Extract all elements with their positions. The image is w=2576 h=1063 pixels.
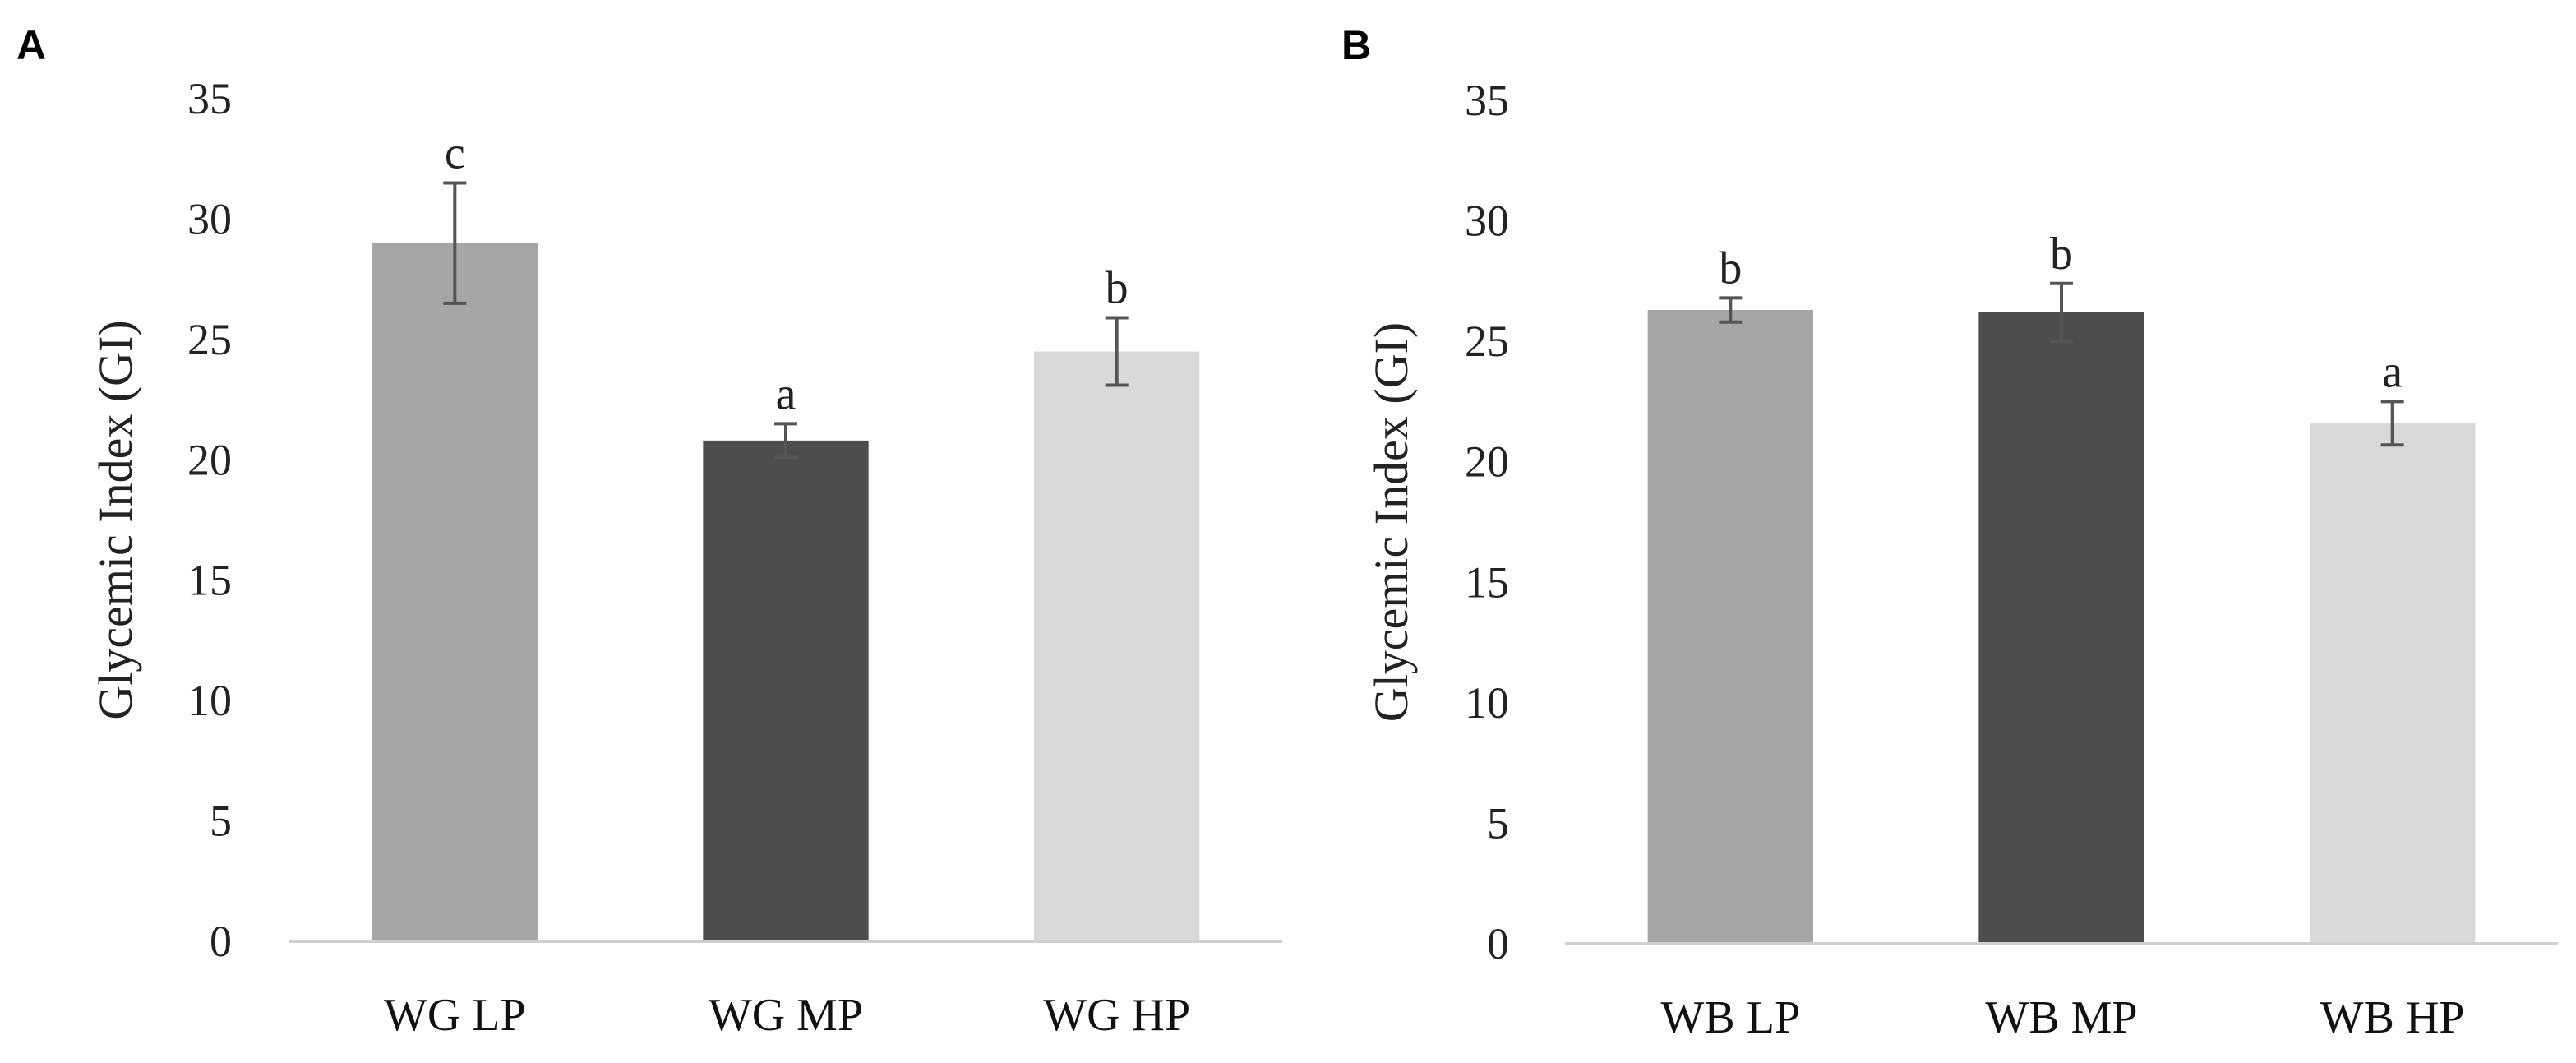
y-axis-title-b: Glycemic Index (GI) <box>1364 322 1418 722</box>
y-tick-label-b-5: 5 <box>1487 798 1509 848</box>
y-tick-label-a-0: 0 <box>210 917 232 966</box>
x-tick-label-b-2: WB HP <box>2320 992 2465 1043</box>
panel-label-b: B <box>1341 22 1371 68</box>
x-tick-label-b-1: WB MP <box>1985 992 2137 1043</box>
y-tick-label-a-20: 20 <box>187 435 232 484</box>
y-tick-label-b-0: 0 <box>1487 919 1509 968</box>
x-tick-label-a-1: WG MP <box>709 990 863 1041</box>
y-tick-label-b-15: 15 <box>1465 557 1509 607</box>
y-tick-label-a-30: 30 <box>187 194 232 243</box>
error-bar-a-1 <box>774 422 797 460</box>
significance-label-b-1: b <box>2050 229 2073 280</box>
y-tick-label-a-25: 25 <box>187 315 232 364</box>
y-tick-label-a-15: 15 <box>187 556 232 605</box>
chart-panel-b: B 0 5 10 15 20 25 30 35 Glycemic Index (GI) b WB L… <box>1341 22 2558 1043</box>
bar-b-1 <box>1978 312 2144 945</box>
bar-a-0 <box>372 243 538 941</box>
significance-label-a-0: c <box>445 128 465 179</box>
bar-b-2 <box>2310 423 2476 944</box>
panel-label-a: A <box>16 22 46 68</box>
bar-b-0 <box>1647 310 1813 944</box>
bar-a-1 <box>703 440 869 941</box>
y-tick-label-a-10: 10 <box>187 676 232 725</box>
significance-label-b-2: a <box>2382 346 2403 397</box>
y-tick-label-b-20: 20 <box>1465 437 1509 487</box>
y-tick-label-b-10: 10 <box>1465 678 1509 728</box>
y-tick-label-b-35: 35 <box>1465 76 1509 125</box>
x-tick-label-a-2: WG HP <box>1043 990 1190 1041</box>
chart-panel-a: A 0 5 10 15 20 25 30 35 Glycemic Index (GI) c WG L… <box>16 22 1282 1041</box>
significance-label-b-0: b <box>1719 243 1742 293</box>
error-bar-a-0 <box>443 181 467 305</box>
y-tick-label-a-35: 35 <box>187 74 232 123</box>
error-bar-b-0 <box>1719 296 1743 324</box>
bar-a-2 <box>1034 351 1200 941</box>
error-bar-b-2 <box>2380 400 2404 447</box>
y-tick-label-b-30: 30 <box>1465 196 1509 246</box>
x-tick-label-a-0: WG LP <box>384 990 526 1041</box>
error-bar-b-1 <box>2050 281 2073 344</box>
y-tick-label-b-25: 25 <box>1465 317 1509 366</box>
significance-label-a-2: b <box>1106 263 1129 314</box>
significance-label-a-1: a <box>776 368 796 419</box>
y-axis-title-a: Glycemic Index (GI) <box>89 320 142 719</box>
x-tick-label-b-0: WB LP <box>1661 992 1801 1043</box>
error-bar-a-2 <box>1105 316 1129 387</box>
y-tick-label-a-5: 5 <box>210 797 232 846</box>
